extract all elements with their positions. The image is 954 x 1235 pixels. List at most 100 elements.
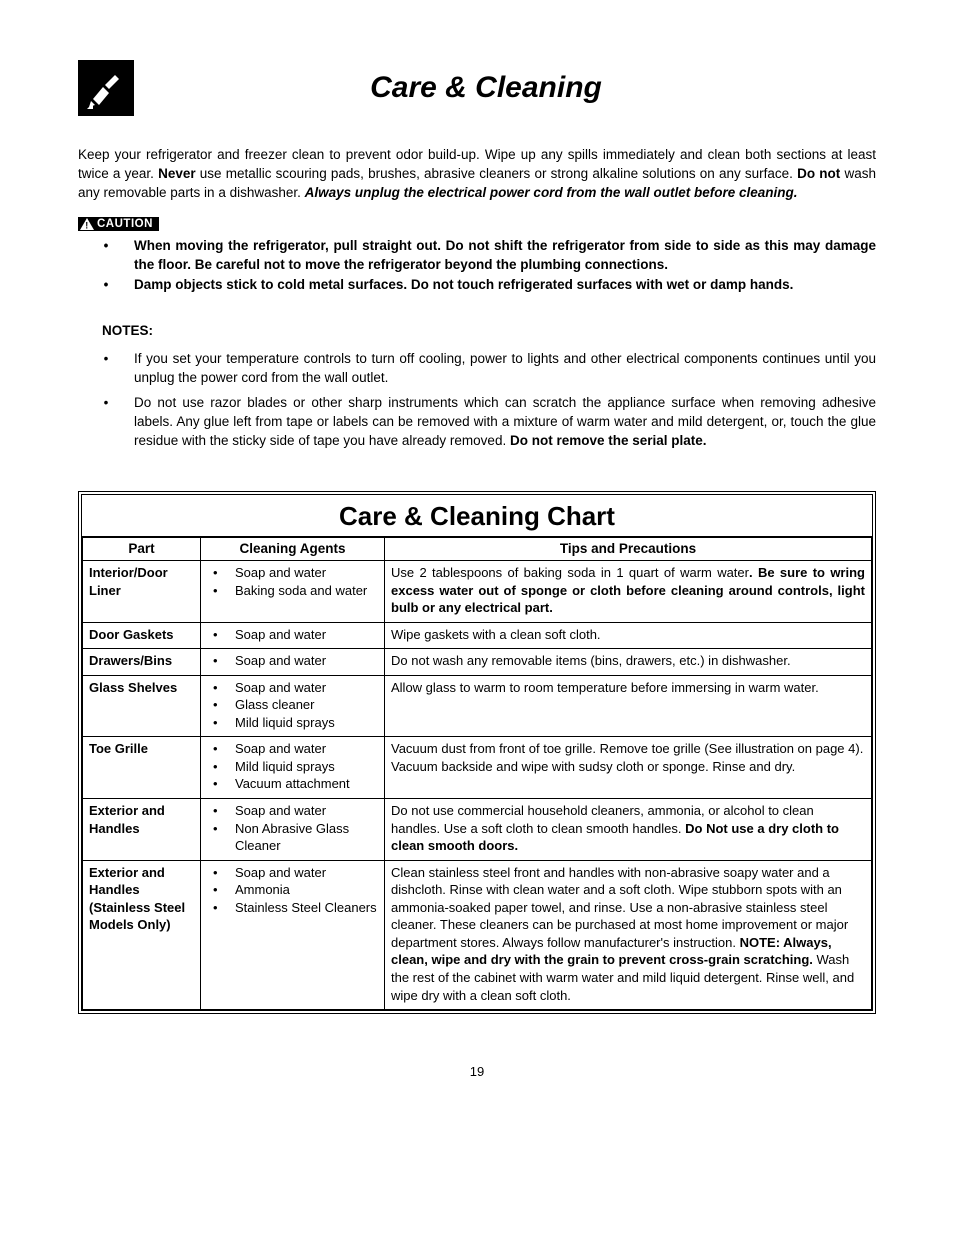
notes-list: •If you set your temperature controls to… [78,350,876,450]
table-row: Interior/Door Liner•Soap and water•Bakin… [83,561,872,623]
cell-agents: •Soap and water•Ammonia•Stainless Steel … [201,860,385,1009]
cell-agents: •Soap and water•Glass cleaner•Mild liqui… [201,675,385,737]
caution-label-text: CAUTION [97,218,153,230]
bullet-icon: • [207,881,235,899]
page-number: 19 [78,1064,876,1079]
notes-text-wrap: Do not use razor blades or other sharp i… [134,394,876,451]
agent-text: Stainless Steel Cleaners [235,899,377,917]
bullet-icon: • [207,626,235,644]
tips-text: Wipe gaskets with a clean soft cloth. [391,627,601,642]
col-header-tips: Tips and Precautions [385,537,872,560]
page-header: Care & Cleaning [78,60,876,116]
intro-text-2: use metallic scouring pads, brushes, abr… [196,166,798,181]
col-header-agents: Cleaning Agents [201,537,385,560]
cell-tips: Use 2 tablespoons of baking soda in 1 qu… [385,561,872,623]
bullet-icon: • [78,350,134,388]
warning-icon: ! [80,218,94,230]
cell-tips: Do not use commercial household cleaners… [385,799,872,861]
table-row: Door Gaskets •Soap and water Wipe gaskets … [83,622,872,649]
notes-text: Do not use razor blades or other sharp i… [134,395,876,448]
agent-text: Mild liquid sprays [235,758,335,776]
agent-text: Glass cleaner [235,696,314,714]
tips-text: Allow glass to warm to room temperature … [391,680,819,695]
cell-agents: •Soap and water•Non Abrasive Glass Clean… [201,799,385,861]
table-row: Toe Grille•Soap and water•Mild liquid sp… [83,737,872,799]
agent-item: •Stainless Steel Cleaners [207,899,378,917]
notes-item: •Do not use razor blades or other sharp … [78,394,876,451]
cell-tips: Do not wash any removable items (bins, d… [385,649,872,676]
agent-item: •Non Abrasive Glass Cleaner [207,820,378,855]
agent-item: •Mild liquid sprays [207,758,378,776]
intro-donot: Do not [797,166,840,181]
page-title: Care & Cleaning [152,71,820,105]
cell-part: Exterior and Handles [83,799,201,861]
table-row: Drawers/Bins•Soap and waterDo not wash a… [83,649,872,676]
cell-agents: •Soap and water [201,622,385,649]
agent-item: •Mild liquid sprays [207,714,378,732]
bullet-icon: • [207,696,235,714]
cell-tips: Allow glass to warm to room temperature … [385,675,872,737]
table-row: Exterior and Handles (Stainless Steel Mo… [83,860,872,1009]
tips-text: Vacuum dust from front of toe grille. Re… [391,741,863,774]
agent-text: Mild liquid sprays [235,714,335,732]
agent-item: •Soap and water [207,802,378,820]
cell-agents: •Soap and water [201,649,385,676]
caution-text: When moving the refrigerator, pull strai… [134,237,876,275]
bullet-icon: • [207,652,235,670]
agent-text: Soap and water [235,740,326,758]
agent-item: •Glass cleaner [207,696,378,714]
caution-label: ! CAUTION [78,217,159,231]
bullet-icon: • [207,679,235,697]
cell-part: Glass Shelves [83,675,201,737]
agent-item: •Soap and water [207,740,378,758]
cleaning-chart: Care & Cleaning Chart Part Cleaning Agen… [78,491,876,1014]
caution-text: Damp objects stick to cold metal surface… [134,276,793,295]
notes-bold: Do not remove the serial plate. [510,433,707,448]
cell-part: Toe Grille [83,737,201,799]
bullet-icon: • [207,864,235,882]
cell-part: Door Gaskets [83,622,201,649]
agent-text: Soap and water [235,802,326,820]
agent-item: •Soap and water [207,626,378,644]
svg-text:!: ! [85,220,89,230]
bullet-icon: • [207,820,235,855]
caution-item: •When moving the refrigerator, pull stra… [78,237,876,275]
notes-item: •If you set your temperature controls to… [78,350,876,388]
chart-table: Part Cleaning Agents Tips and Precaution… [82,537,872,1010]
agent-text: Soap and water [235,652,326,670]
caution-item: •Damp objects stick to cold metal surfac… [78,276,876,295]
bullet-icon: • [207,740,235,758]
bullet-icon: • [207,775,235,793]
caution-section: ! CAUTION •When moving the refrigerator,… [78,217,876,296]
agent-text: Soap and water [235,626,326,644]
bullet-icon: • [78,394,134,451]
notes-heading: NOTES: [102,323,876,338]
agent-text: Soap and water [235,564,326,582]
agent-text: Soap and water [235,679,326,697]
cell-agents: •Soap and water•Baking soda and water [201,561,385,623]
bullet-icon: • [78,276,134,295]
agent-text: Baking soda and water [235,582,367,600]
agent-item: •Soap and water [207,564,378,582]
bullet-icon: • [78,237,134,275]
intro-unplug: Always unplug the electrical power cord … [305,185,798,200]
table-header-row: Part Cleaning Agents Tips and Precaution… [83,537,872,560]
agent-item: •Soap and water [207,864,378,882]
bullet-icon: • [207,714,235,732]
cleaning-icon [78,60,134,116]
cell-tips: Vacuum dust from front of toe grille. Re… [385,737,872,799]
table-row: Glass Shelves•Soap and water•Glass clean… [83,675,872,737]
agent-item: •Ammonia [207,881,378,899]
intro-never: Never [158,166,196,181]
agent-text: Non Abrasive Glass Cleaner [235,820,378,855]
cell-part: Interior/Door Liner [83,561,201,623]
agent-text: Vacuum attachment [235,775,350,793]
intro-paragraph: Keep your refrigerator and freezer clean… [78,146,876,203]
tips-text: Do not wash any removable items (bins, d… [391,653,791,668]
tips-text: Use 2 tablespoons of baking soda in 1 qu… [391,565,749,580]
caution-list: •When moving the refrigerator, pull stra… [78,237,876,296]
cell-agents: •Soap and water•Mild liquid sprays•Vacuu… [201,737,385,799]
cell-tips: Wipe gaskets with a clean soft cloth. [385,622,872,649]
col-header-part: Part [83,537,201,560]
cell-tips: Clean stainless steel front and handles … [385,860,872,1009]
